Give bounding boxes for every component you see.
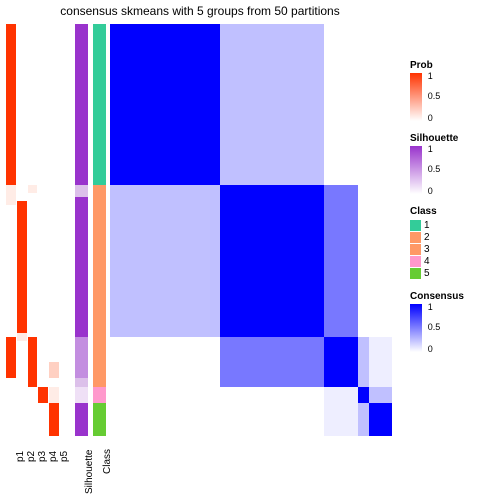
gradient-silhouette [410,146,422,194]
plot-title: consensus skmeans with 5 groups from 50 … [60,4,340,18]
consensus-heatmap [110,24,392,436]
gradient-prob [410,73,422,121]
legend-consensus: Consensus 10.50 [410,291,500,352]
legend-prob: Prob 10.50 [410,60,500,121]
legends-panel: Prob 10.50 Silhouette 10.50 Class 12345 … [410,60,500,364]
legend-silhouette: Silhouette 10.50 [410,133,500,194]
silhouette-track [75,24,88,436]
x-axis-labels: p1p2p3p4p5SilhouetteClass [6,442,106,500]
class-track [93,24,106,436]
legend-class: Class 12345 [410,206,500,279]
gradient-consensus [410,304,422,352]
prob-annotation-tracks [6,24,60,436]
